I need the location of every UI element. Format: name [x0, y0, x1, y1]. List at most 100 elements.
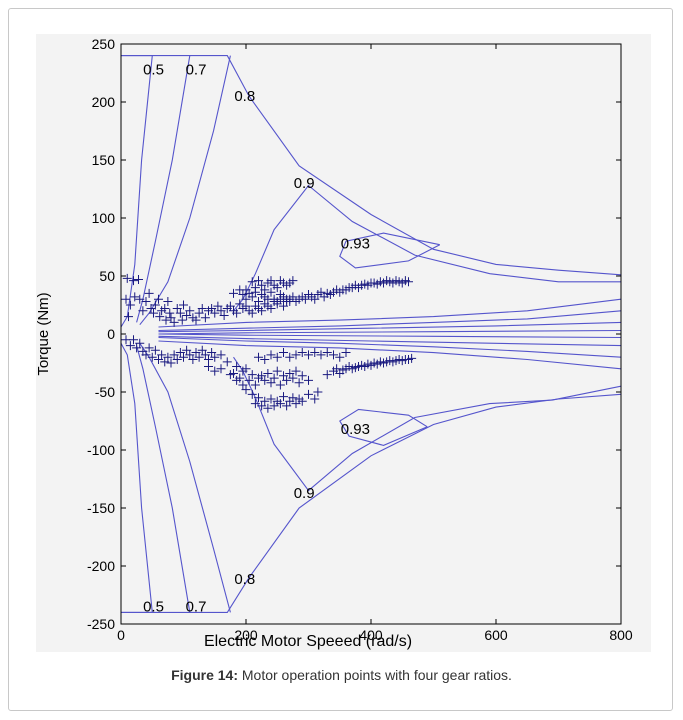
y-axis-ticks: 250 200 150 100 50 0 -50 -100 -150 -200 -250	[87, 36, 621, 632]
contour-label-6: 0.9	[294, 485, 315, 502]
operation-point-12	[149, 308, 158, 318]
operation-point-201	[288, 393, 298, 403]
operation-point-219	[322, 348, 332, 358]
operation-point-249	[407, 353, 417, 363]
operation-point-217	[310, 348, 320, 358]
x-axis-label: Electric Motor Speeed (rad/s)	[204, 633, 412, 650]
operation-point-152	[185, 350, 195, 360]
operation-point-13	[150, 300, 160, 310]
operation-point-144	[160, 357, 170, 367]
operation-point-178	[275, 380, 285, 390]
contour-line-14	[158, 321, 622, 333]
operation-point-183	[291, 366, 301, 376]
contour-line-15	[158, 329, 622, 335]
operation-point-254	[232, 375, 242, 385]
operation-points-layer	[121, 273, 417, 413]
operation-point-145	[163, 352, 173, 362]
operation-point-30	[191, 315, 201, 325]
operation-point-33	[200, 313, 210, 323]
operation-point-155	[194, 352, 204, 362]
operation-point-154	[191, 348, 201, 358]
operation-point-156	[197, 345, 207, 355]
operation-point-121	[266, 287, 276, 297]
operation-point-169	[247, 370, 257, 380]
operation-point-44	[235, 299, 245, 309]
operation-point-161	[216, 350, 226, 360]
operation-point-162	[222, 357, 232, 367]
operation-point-2	[134, 274, 143, 284]
operation-point-39	[219, 310, 229, 320]
operation-point-140	[147, 352, 157, 362]
operation-point-19	[163, 297, 173, 307]
operation-point-177	[272, 366, 282, 376]
operation-point-218	[316, 350, 326, 360]
operation-point-23	[172, 303, 182, 313]
contour-line-2	[136, 55, 191, 323]
operation-point-10	[144, 288, 154, 298]
operation-point-38	[216, 306, 226, 316]
operation-point-146	[166, 358, 176, 368]
operation-point-123	[272, 297, 282, 307]
y-tick-label-8: -150	[87, 500, 115, 516]
operation-point-28	[185, 306, 195, 316]
contour-label-7: 0.8	[234, 571, 255, 588]
operation-point-149	[175, 348, 185, 358]
y-tick-label-5: 0	[107, 326, 115, 342]
operation-point-31	[194, 308, 204, 318]
operation-point-7	[135, 294, 145, 304]
operation-point-130	[238, 290, 248, 300]
operation-point-252	[216, 364, 226, 374]
operation-point-167	[241, 364, 251, 374]
contour-label-0: 0.5	[143, 62, 164, 79]
x-tick-label-3: 600	[484, 627, 508, 643]
figure-caption-text: Motor operation points with four gear ra…	[237, 667, 512, 683]
contour-label-2: 0.8	[234, 88, 255, 105]
operation-point-173	[260, 375, 270, 385]
contour-line-7	[139, 342, 231, 613]
operation-point-185	[297, 371, 307, 381]
y-tick-label-0: 250	[92, 36, 116, 52]
operation-point-199	[282, 401, 292, 411]
contour-line-6	[139, 55, 231, 326]
operation-point-112	[288, 276, 298, 286]
operation-point-220	[329, 350, 338, 360]
x-tick-label-0: 0	[117, 627, 125, 643]
operation-point-139	[144, 343, 154, 353]
operation-point-105	[266, 276, 276, 286]
operation-point-253	[225, 370, 235, 380]
operation-point-251	[210, 366, 220, 376]
efficiency-map-chart: 0.5 0.7 0.8 0.9 0.93 0.93 0.9 0.8 0.5 0.7 0 200 400…	[36, 36, 633, 650]
operation-point-133	[125, 341, 135, 351]
operation-point-192	[260, 396, 270, 406]
operation-point-25	[177, 315, 187, 325]
operation-point-141	[150, 345, 160, 355]
operation-point-172	[257, 371, 267, 381]
operation-point-20	[165, 308, 175, 318]
contour-label-8: 0.5	[143, 599, 164, 616]
contour-label-9: 0.7	[186, 599, 207, 616]
operation-point-117	[254, 297, 263, 307]
x-tick-label-2: 400	[359, 627, 383, 643]
contour-label-layer: 0.5 0.7 0.8 0.9 0.93 0.93 0.9 0.8 0.5 0.7	[143, 62, 370, 616]
operation-point-255	[238, 380, 248, 390]
operation-point-157	[200, 350, 210, 360]
operation-point-58	[279, 301, 288, 311]
operation-point-54	[266, 303, 276, 313]
operation-point-4	[121, 294, 131, 304]
contour-line-11	[339, 408, 428, 446]
contour-line-18	[158, 336, 622, 358]
x-tick-label-4: 800	[609, 627, 633, 643]
operation-point-37	[213, 301, 223, 311]
x-tick-label-1: 200	[234, 627, 258, 643]
operation-point-250	[204, 361, 213, 371]
operation-point-170	[250, 380, 260, 390]
operation-point-24	[175, 308, 185, 318]
y-axis-label: Torque (Nm)	[36, 292, 52, 375]
operation-point-205	[304, 389, 313, 399]
contour-line-1	[120, 343, 153, 613]
operation-point-102	[257, 280, 267, 290]
operation-point-194	[266, 394, 276, 404]
contour-line-17	[158, 335, 622, 347]
y-tick-label-6: -50	[95, 384, 115, 400]
operation-point-9	[141, 297, 151, 307]
